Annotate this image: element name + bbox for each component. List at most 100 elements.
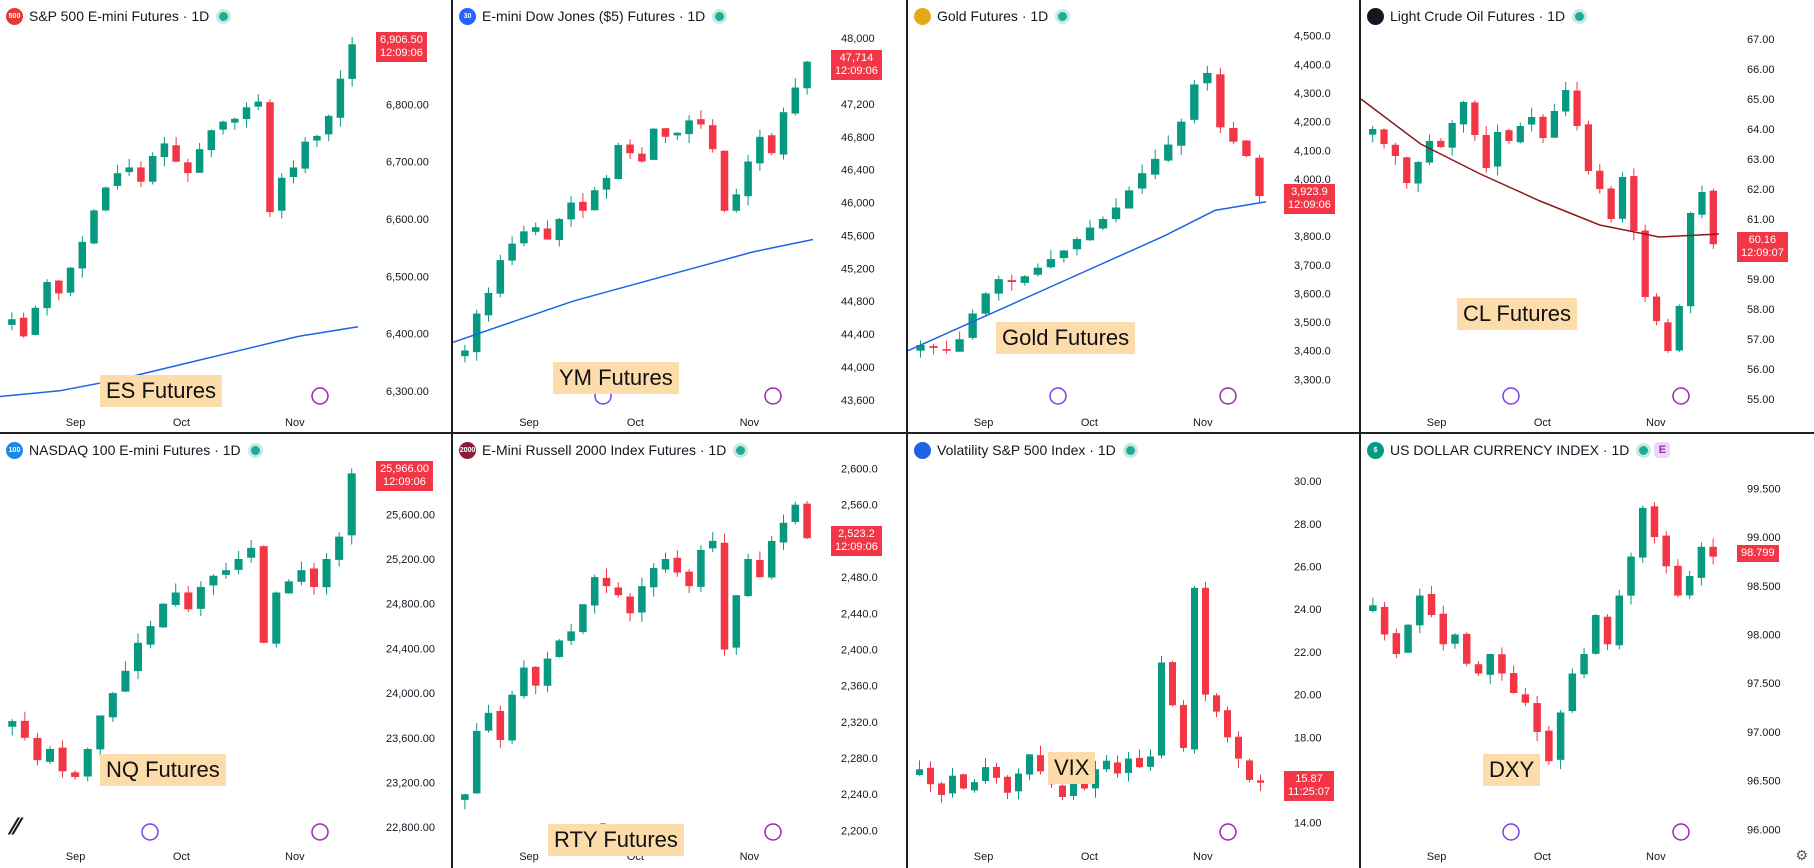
y-tick-label: 6,400.00 (386, 329, 429, 341)
candle (1698, 185, 1706, 219)
event-marker-icon[interactable] (764, 387, 782, 405)
chart-header[interactable]: Light Crude Oil Futures · 1D (1367, 6, 1585, 26)
y-tick-label: 4,400.0 (1294, 59, 1331, 71)
chart-header[interactable]: 500 S&P 500 E-mini Futures · 1D (6, 6, 229, 26)
panel-crude[interactable]: Light Crude Oil Futures · 1D 67.00 66.00 65… (1361, 0, 1814, 434)
annotation-label: Gold Futures (996, 322, 1136, 354)
x-tick-label: Nov (1646, 851, 1666, 863)
candle (496, 254, 505, 298)
x-tick-label: Nov (740, 851, 760, 863)
candle (1652, 293, 1661, 326)
x-tick-label: Nov (1193, 851, 1213, 863)
panel-ym[interactable]: 30 E-mini Dow Jones ($5) Futures · 1D 48,0… (453, 0, 908, 434)
candle (146, 620, 155, 649)
candle (1085, 219, 1095, 242)
event-marker-icon[interactable] (764, 823, 782, 841)
event-marker-icon[interactable] (1219, 387, 1237, 405)
candle (744, 154, 752, 206)
candle (626, 139, 634, 159)
event-marker-icon[interactable] (1219, 823, 1237, 841)
candle (531, 222, 540, 236)
panel-vix[interactable]: Volatility S&P 500 Index · 1D 30.00 28.00 2… (908, 434, 1361, 868)
candle (313, 134, 321, 148)
candle (324, 114, 333, 142)
y-tick-label: 18.00 (1294, 732, 1322, 744)
candle (335, 532, 344, 567)
settings-gear-icon[interactable]: ⚙ (1795, 847, 1808, 863)
event-marker-icon[interactable] (1049, 387, 1067, 405)
x-tick-label: Sep (66, 851, 86, 863)
bar-countdown: 12:09:06 (380, 47, 423, 60)
candle (767, 133, 776, 156)
price-chart[interactable]: 48,000 47,200 46,800 46,400 46,000 45,600 45,2… (453, 0, 908, 434)
candle (484, 704, 493, 733)
candle (1036, 745, 1045, 775)
chart-header[interactable]: Gold Futures · 1D (914, 6, 1068, 26)
chart-header[interactable]: 2000 E-Mini Russell 2000 Index Futures · … (459, 440, 746, 460)
event-marker-icon[interactable] (141, 823, 159, 841)
price-chart[interactable]: 99.500 99.000 98.500 98.000 97.500 97.000 96.5… (1361, 434, 1814, 868)
candle (685, 115, 693, 144)
candle (1177, 118, 1186, 155)
candle (1179, 700, 1188, 752)
chart-header[interactable]: 100 NASDAQ 100 E-mini Futures · 1D (6, 440, 260, 460)
panel-gold[interactable]: Gold Futures · 1D 4,500.0 4,400.0 4,300.0 4,… (908, 0, 1361, 434)
panel-rty[interactable]: 2000 E-Mini Russell 2000 Index Futures · … (453, 434, 908, 868)
tradingview-logo-icon[interactable]: ⁄⁄ (12, 815, 20, 840)
price-chart[interactable]: 6,800.00 6,700.00 6,600.00 6,500.00 6,400.00… (0, 0, 453, 434)
candle (1493, 124, 1502, 176)
chart-header[interactable]: $ US DOLLAR CURRENCY INDEX · 1D E (1367, 440, 1671, 460)
earnings-icon[interactable]: E (1654, 442, 1671, 458)
candle (461, 793, 469, 810)
candle (579, 192, 587, 219)
price-chart[interactable]: 4,500.0 4,400.0 4,300.0 4,200.0 4,100.0 4,000… (908, 0, 1361, 434)
y-tick-label: 30.00 (1294, 476, 1322, 488)
last-price: 3,923.9 (1291, 186, 1328, 199)
candle (1059, 249, 1069, 263)
candle (1168, 660, 1177, 707)
price-chart[interactable]: 30.0028.0026.0024.0022.0020.0018.0016.00… (908, 434, 1361, 868)
annotation-label: ES Futures (100, 375, 223, 407)
event-marker-icon[interactable] (311, 387, 329, 405)
candle (1573, 81, 1581, 131)
event-marker-icon[interactable] (1672, 387, 1690, 405)
symbol-logo-icon (1367, 7, 1384, 25)
y-tick-label: 20.00 (1294, 690, 1322, 702)
y-tick-label: 3,500.0 (1294, 317, 1331, 329)
event-marker-icon[interactable] (311, 823, 329, 841)
annotation-label: CL Futures (1457, 298, 1578, 330)
y-tick-label: 99.500 (1747, 483, 1781, 495)
event-marker-icon[interactable] (1672, 823, 1690, 841)
candle (277, 173, 286, 219)
price-chart[interactable]: 2,600.02,560.02,520.02,480.02,440.02,400… (453, 434, 908, 868)
candle (160, 137, 169, 167)
candle (1425, 134, 1434, 166)
y-tick-label: 44,400 (841, 329, 875, 341)
panel-es[interactable]: 500 S&P 500 E-mini Futures · 1D 6,800.00 6,… (0, 0, 453, 434)
candle (981, 758, 990, 784)
panel-dxy[interactable]: $ US DOLLAR CURRENCY INDEX · 1D E 99.500 99.… (1361, 434, 1814, 868)
y-tick-label: 63.00 (1747, 154, 1775, 166)
candle (590, 186, 599, 211)
panel-nq[interactable]: 100 NASDAQ 100 E-mini Futures · 1D 25,600.… (0, 434, 453, 868)
candle (673, 550, 682, 577)
candle (803, 60, 811, 95)
y-tick-label: 6,800.00 (386, 99, 429, 111)
candle (791, 78, 800, 116)
y-tick-label: 2,600.0 (841, 464, 878, 476)
candle (756, 551, 764, 579)
event-marker-icon[interactable] (1502, 823, 1520, 841)
price-chart[interactable]: 25,600.00 25,200.00 24,800.00 24,400.00 24,0… (0, 434, 453, 868)
chart-header[interactable]: 30 E-mini Dow Jones ($5) Futures · 1D (459, 6, 725, 26)
y-tick-label: 24,400.00 (386, 643, 435, 655)
last-price: 15.87 (1295, 772, 1323, 785)
candle (1474, 661, 1483, 676)
chart-header[interactable]: Volatility S&P 500 Index · 1D (914, 440, 1135, 460)
price-chart[interactable]: 67.0066.0065.0064.0063.0062.0061.0060.00… (1361, 0, 1814, 434)
candle (1020, 275, 1029, 286)
y-tick-label: 55.00 (1747, 394, 1775, 406)
market-open-icon (715, 11, 725, 21)
event-marker-icon[interactable] (1502, 387, 1520, 405)
x-tick-label: Nov (285, 417, 305, 429)
